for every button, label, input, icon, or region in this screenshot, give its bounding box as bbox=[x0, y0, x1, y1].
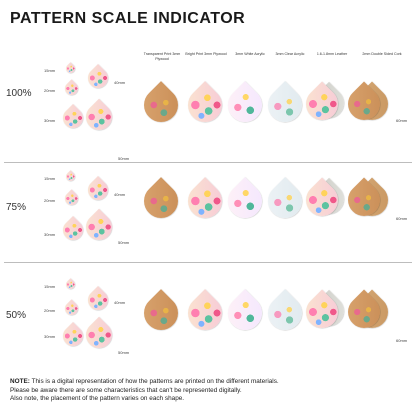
sample-drop-40mm bbox=[84, 286, 112, 314]
page-title: PATTERN SCALE INDICATOR bbox=[10, 10, 246, 27]
header-white-acrylic: 3mm White Acrylic bbox=[235, 52, 265, 56]
size-label-20mm: 20mm bbox=[44, 308, 56, 313]
reference-size-label: 60mm bbox=[396, 118, 408, 123]
sample-drop-15mm bbox=[64, 62, 77, 75]
material-drop-transparent-plywood bbox=[137, 177, 185, 225]
size-label-50mm: 50mm bbox=[118, 350, 130, 355]
reference-size-label: 60mm bbox=[396, 338, 408, 343]
sample-drop-40mm bbox=[84, 176, 112, 204]
scale-percent-label: 100% bbox=[6, 88, 32, 99]
size-label-15mm: 15mm bbox=[44, 284, 56, 289]
scale-percent-label: 75% bbox=[6, 202, 27, 213]
size-label-20mm: 20mm bbox=[44, 198, 56, 203]
header-clear-acrylic: 3mm Clear Acrylic bbox=[275, 52, 305, 56]
size-label-15mm: 15mm bbox=[44, 176, 56, 181]
header-cork: 2mm Double Sided Cork bbox=[362, 52, 402, 56]
material-drop-transparent-plywood bbox=[137, 81, 185, 129]
row-divider bbox=[4, 162, 412, 163]
material-drop-cork bbox=[341, 177, 386, 222]
size-label-40mm: 40mm bbox=[114, 192, 126, 197]
sample-drop-15mm bbox=[64, 278, 77, 291]
size-label-30mm: 30mm bbox=[44, 118, 56, 123]
sample-drop-50mm bbox=[81, 317, 118, 354]
header-transparent-plywood: Transparent Print 3mm Plywood bbox=[143, 52, 181, 61]
row-divider bbox=[4, 262, 412, 263]
note-label: NOTE: bbox=[10, 378, 30, 385]
scale-row-100: 100% 15mm 20mm 30mm 40mm 50mm 60mm bbox=[0, 68, 416, 166]
size-label-30mm: 30mm bbox=[44, 232, 56, 237]
note-line-1: NOTE: This is a digital representation o… bbox=[10, 378, 410, 387]
note-line-2: Please be aware there are some character… bbox=[10, 386, 242, 394]
note-line-3: Also note, the placement of the pattern … bbox=[10, 395, 185, 403]
material-drop-leather bbox=[299, 289, 344, 334]
header-leather: 1.6-1.8mm Leather bbox=[316, 52, 348, 56]
sample-drop-20mm bbox=[62, 189, 80, 207]
size-label-50mm: 50mm bbox=[118, 156, 130, 161]
material-drop-leather bbox=[299, 177, 344, 222]
reference-size-label: 60mm bbox=[396, 216, 408, 221]
sample-drop-50mm bbox=[81, 209, 118, 246]
sample-drop-50mm bbox=[81, 99, 118, 136]
size-label-30mm: 30mm bbox=[44, 334, 56, 339]
material-drop-cork bbox=[341, 81, 386, 126]
sample-drop-40mm bbox=[84, 64, 112, 92]
scale-row-50: 50% 15mm 20mm 30mm 40mm 50mm 60mm bbox=[0, 276, 416, 366]
sample-drop-15mm bbox=[64, 170, 77, 183]
sample-drop-20mm bbox=[62, 79, 80, 97]
header-bright-plywood: Bright Print 3mm Plywood bbox=[185, 52, 227, 56]
size-label-40mm: 40mm bbox=[114, 300, 126, 305]
scale-row-75: 75% 15mm 20mm 30mm 40mm 50mm 60mm bbox=[0, 174, 416, 254]
scale-percent-label: 50% bbox=[6, 310, 27, 321]
note-text-1: This is a digital representation of how … bbox=[31, 378, 279, 385]
sample-drop-20mm bbox=[62, 299, 80, 317]
material-drop-cork bbox=[341, 289, 386, 334]
material-drop-transparent-plywood bbox=[137, 289, 185, 337]
size-label-50mm: 50mm bbox=[118, 240, 130, 245]
material-drop-leather bbox=[299, 81, 344, 126]
size-label-40mm: 40mm bbox=[114, 80, 126, 85]
material-headers: Transparent Print 3mm Plywood Bright Pri… bbox=[140, 52, 408, 74]
disclaimer-note: NOTE: This is a digital representation o… bbox=[10, 378, 410, 404]
size-label-15mm: 15mm bbox=[44, 68, 56, 73]
size-label-20mm: 20mm bbox=[44, 88, 56, 93]
